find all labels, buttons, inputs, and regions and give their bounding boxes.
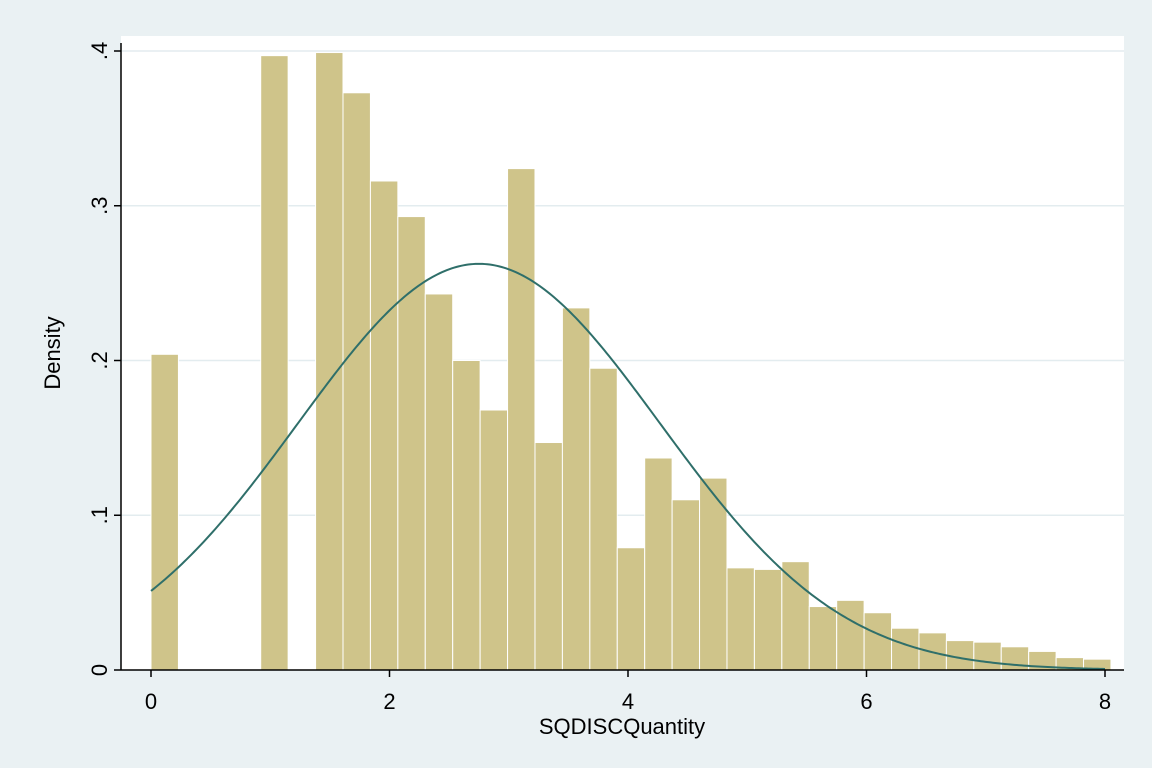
x-tick-label: 2 bbox=[383, 689, 395, 714]
histogram-bar bbox=[836, 599, 865, 671]
x-tick-label: 6 bbox=[860, 689, 872, 714]
histogram-bar bbox=[479, 409, 509, 671]
y-tick-label: .2 bbox=[87, 351, 112, 369]
histogram-bar bbox=[644, 457, 673, 671]
y-tick-label: .3 bbox=[87, 197, 112, 215]
histogram-bar bbox=[671, 499, 701, 671]
y-axis-label: Density bbox=[40, 316, 65, 389]
histogram-bar bbox=[616, 547, 646, 671]
x-tick-label: 4 bbox=[622, 689, 634, 714]
x-axis-label: SQDISCQuantity bbox=[539, 714, 705, 739]
histogram-bar bbox=[150, 353, 179, 671]
histogram-bar bbox=[342, 92, 371, 671]
histogram-bar bbox=[781, 561, 810, 671]
histogram-bar bbox=[973, 641, 1002, 671]
histogram-bar bbox=[561, 307, 591, 671]
histogram-bar bbox=[452, 360, 481, 671]
normal-density-curve bbox=[150, 262, 1106, 670]
histogram-bar bbox=[589, 367, 618, 671]
histogram-bar bbox=[315, 52, 344, 671]
histogram-bar bbox=[424, 293, 454, 671]
y-tick-label: .4 bbox=[87, 42, 112, 60]
axes: 0 2 4 6 8 0 .1 .2 .3 .4 bbox=[87, 42, 1124, 714]
histogram-bar bbox=[863, 612, 893, 671]
histogram-bar bbox=[726, 567, 755, 671]
histogram-bar bbox=[369, 180, 399, 671]
histogram-bar bbox=[753, 568, 783, 671]
histogram-bar bbox=[507, 168, 536, 671]
y-tick-label: .1 bbox=[87, 506, 112, 524]
y-tick-label: 0 bbox=[87, 664, 112, 676]
histogram-bar bbox=[808, 606, 838, 671]
x-tick-label: 8 bbox=[1099, 689, 1111, 714]
histogram-bar bbox=[891, 627, 920, 671]
histogram-bar bbox=[534, 442, 563, 671]
x-tick-label: 0 bbox=[145, 689, 157, 714]
histogram-bar bbox=[260, 55, 289, 671]
